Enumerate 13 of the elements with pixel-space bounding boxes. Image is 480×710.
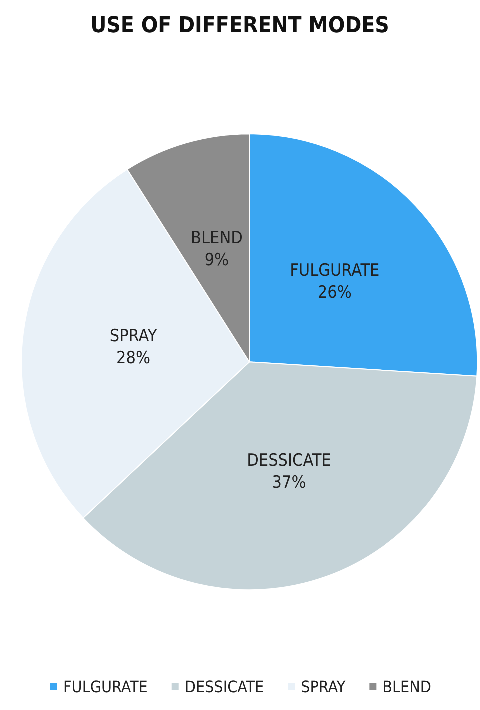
slice-label: FULGURATE [290,261,380,282]
data-label: 37% [272,473,306,494]
slice-label: BLEND [191,228,243,249]
legend-label: DESSICATE [184,678,264,696]
legend-label: SPRAY [301,678,346,696]
data-label: 26% [318,283,352,304]
data-label: 28% [116,348,151,368]
legend-label: BLEND [382,678,432,696]
slice-label: DESSICATE [247,451,332,472]
legend-label: FULGURATE [63,678,148,696]
chart-title: USE OF DIFFERENT MODES [90,14,390,38]
slice-label: SPRAY [110,326,158,346]
data-label: 9% [204,250,230,271]
